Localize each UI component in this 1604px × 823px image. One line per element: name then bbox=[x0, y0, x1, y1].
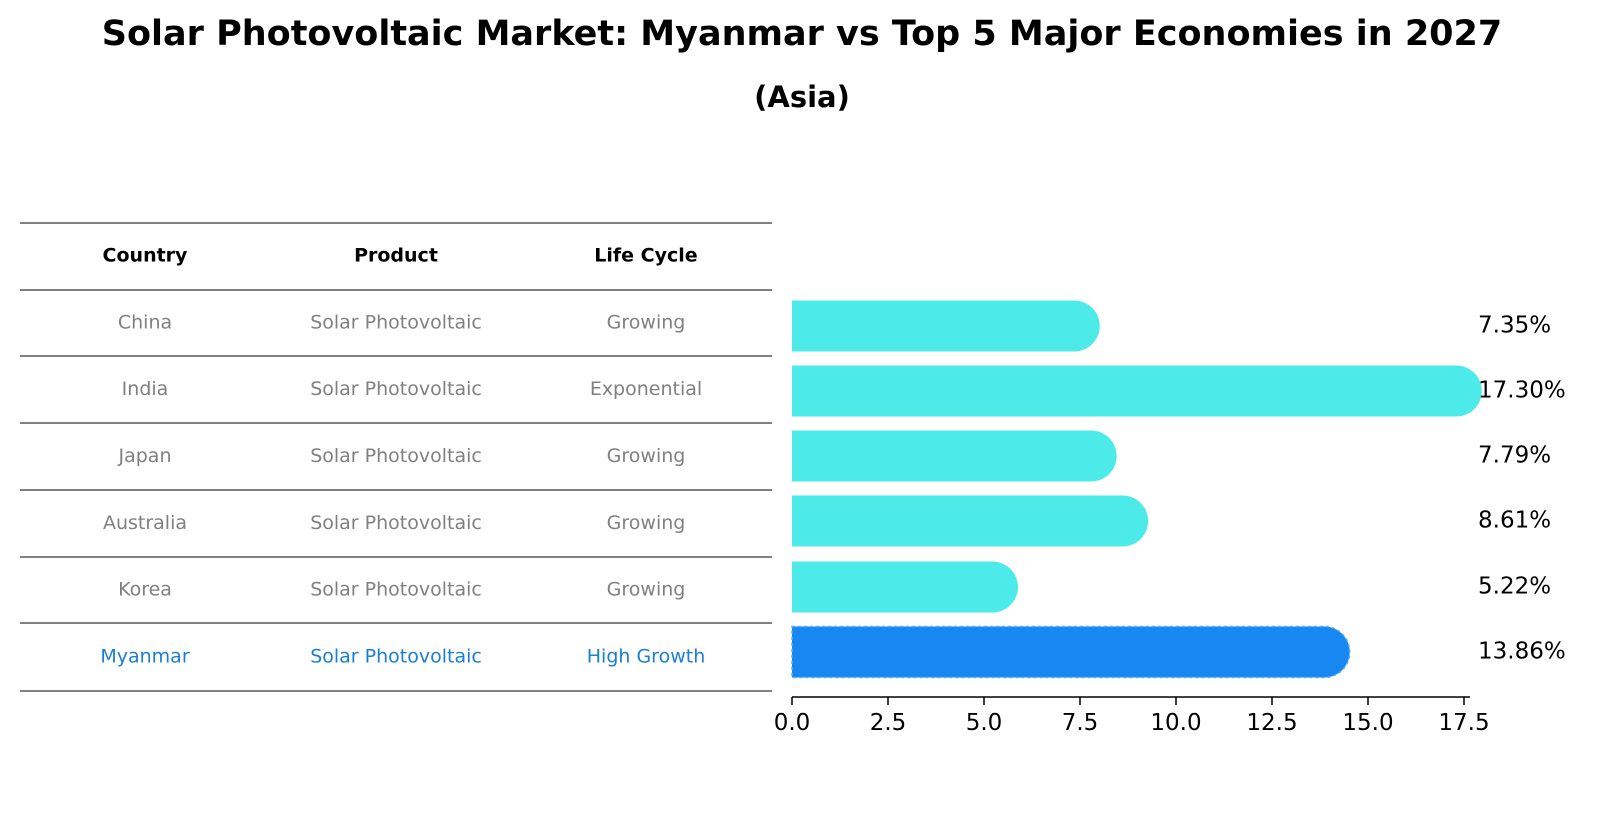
bar-japan bbox=[792, 430, 1117, 482]
table-cell: China bbox=[118, 312, 172, 334]
table-cell: Korea bbox=[118, 579, 172, 601]
bar-korea bbox=[792, 561, 1018, 613]
table-cell: Japan bbox=[118, 445, 172, 467]
table-cell: Australia bbox=[103, 512, 187, 534]
table-cell: Solar Photovoltaic bbox=[310, 378, 482, 400]
table-cell: High Growth bbox=[587, 646, 705, 668]
value-label-india: 17.30% bbox=[1478, 378, 1566, 404]
table-cell: Growing bbox=[607, 445, 686, 467]
x-tick-label: 12.5 bbox=[1246, 710, 1297, 736]
table-cell: Solar Photovoltaic bbox=[310, 512, 482, 534]
table-cell: Growing bbox=[607, 579, 686, 601]
value-label-korea: 5.22% bbox=[1478, 574, 1551, 600]
value-label-australia: 8.61% bbox=[1478, 508, 1551, 534]
table-cell: Myanmar bbox=[100, 646, 189, 668]
bar-india bbox=[792, 365, 1482, 417]
chart-title: Solar Photovoltaic Market: Myanmar vs To… bbox=[101, 14, 1503, 54]
x-tick-label: 7.5 bbox=[1062, 710, 1099, 736]
x-tick-label: 2.5 bbox=[870, 710, 907, 736]
bar-myanmar bbox=[791, 625, 1351, 679]
table-cell: Growing bbox=[607, 312, 686, 334]
table-cell: Solar Photovoltaic bbox=[310, 579, 482, 601]
value-label-japan: 7.79% bbox=[1478, 443, 1551, 469]
table-cell: Exponential bbox=[590, 378, 702, 400]
table-cell: India bbox=[122, 378, 169, 400]
x-tick-label: 0.0 bbox=[774, 710, 811, 736]
table-header-life-cycle: Life Cycle bbox=[594, 245, 697, 267]
bar-australia bbox=[792, 495, 1149, 547]
value-label-myanmar: 13.86% bbox=[1478, 639, 1566, 665]
table-cell: Solar Photovoltaic bbox=[310, 445, 482, 467]
x-tick-label: 15.0 bbox=[1342, 710, 1393, 736]
x-tick-label: 10.0 bbox=[1150, 710, 1201, 736]
x-tick-label: 17.5 bbox=[1438, 710, 1489, 736]
x-tick-label: 5.0 bbox=[966, 710, 1003, 736]
table-header-country: Country bbox=[103, 245, 189, 267]
bar-china bbox=[792, 300, 1100, 352]
table-cell: Solar Photovoltaic bbox=[310, 312, 482, 334]
chart-subtitle: (Asia) bbox=[754, 80, 850, 114]
table-cell: Solar Photovoltaic bbox=[310, 646, 482, 668]
value-label-china: 7.35% bbox=[1478, 313, 1551, 339]
table-header-product: Product bbox=[354, 245, 438, 267]
table-cell: Growing bbox=[607, 512, 686, 534]
